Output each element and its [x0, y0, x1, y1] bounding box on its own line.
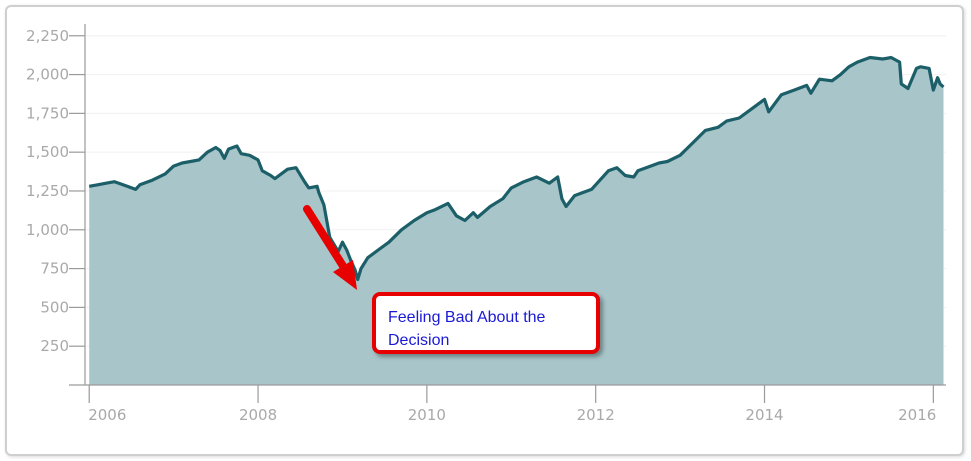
plot-area — [88, 55, 945, 385]
y-tick-label: 2,250 — [26, 27, 69, 45]
y-tick-label: 2,000 — [26, 66, 69, 84]
y-tick-label: 1,750 — [26, 104, 69, 122]
y-tick-label: 1,000 — [26, 221, 69, 239]
x-tick-label: 2008 — [239, 406, 277, 424]
x-tick-label: 2006 — [88, 406, 126, 424]
tick-labels: 250 500 750 1,000 1,250 1,500 1,750 2,000 2,250 2… — [26, 27, 936, 424]
x-tick-label: 2012 — [577, 406, 615, 424]
x-tick-label: 2016 — [898, 406, 936, 424]
x-tick-label: 2014 — [745, 406, 783, 424]
annotation-callout: Feeling Bad About the Decision — [372, 292, 600, 354]
arrow-shaft — [303, 205, 347, 270]
arrow-head — [333, 260, 357, 290]
y-tick-label: 500 — [40, 298, 69, 316]
y-tick-label: 250 — [40, 337, 69, 355]
x-tick-label: 2010 — [408, 406, 446, 424]
annotation-text-line1: Feeling Bad About the — [388, 309, 546, 326]
y-tick-label: 750 — [40, 260, 69, 278]
series-line — [88, 55, 945, 282]
area-fill — [89, 57, 944, 385]
annotation-arrow — [303, 205, 357, 290]
axes — [69, 24, 946, 403]
y-tick-label: 1,500 — [26, 143, 69, 161]
y-tick-label: 1,250 — [26, 182, 69, 200]
annotation-text-line2: Decision — [388, 332, 450, 349]
